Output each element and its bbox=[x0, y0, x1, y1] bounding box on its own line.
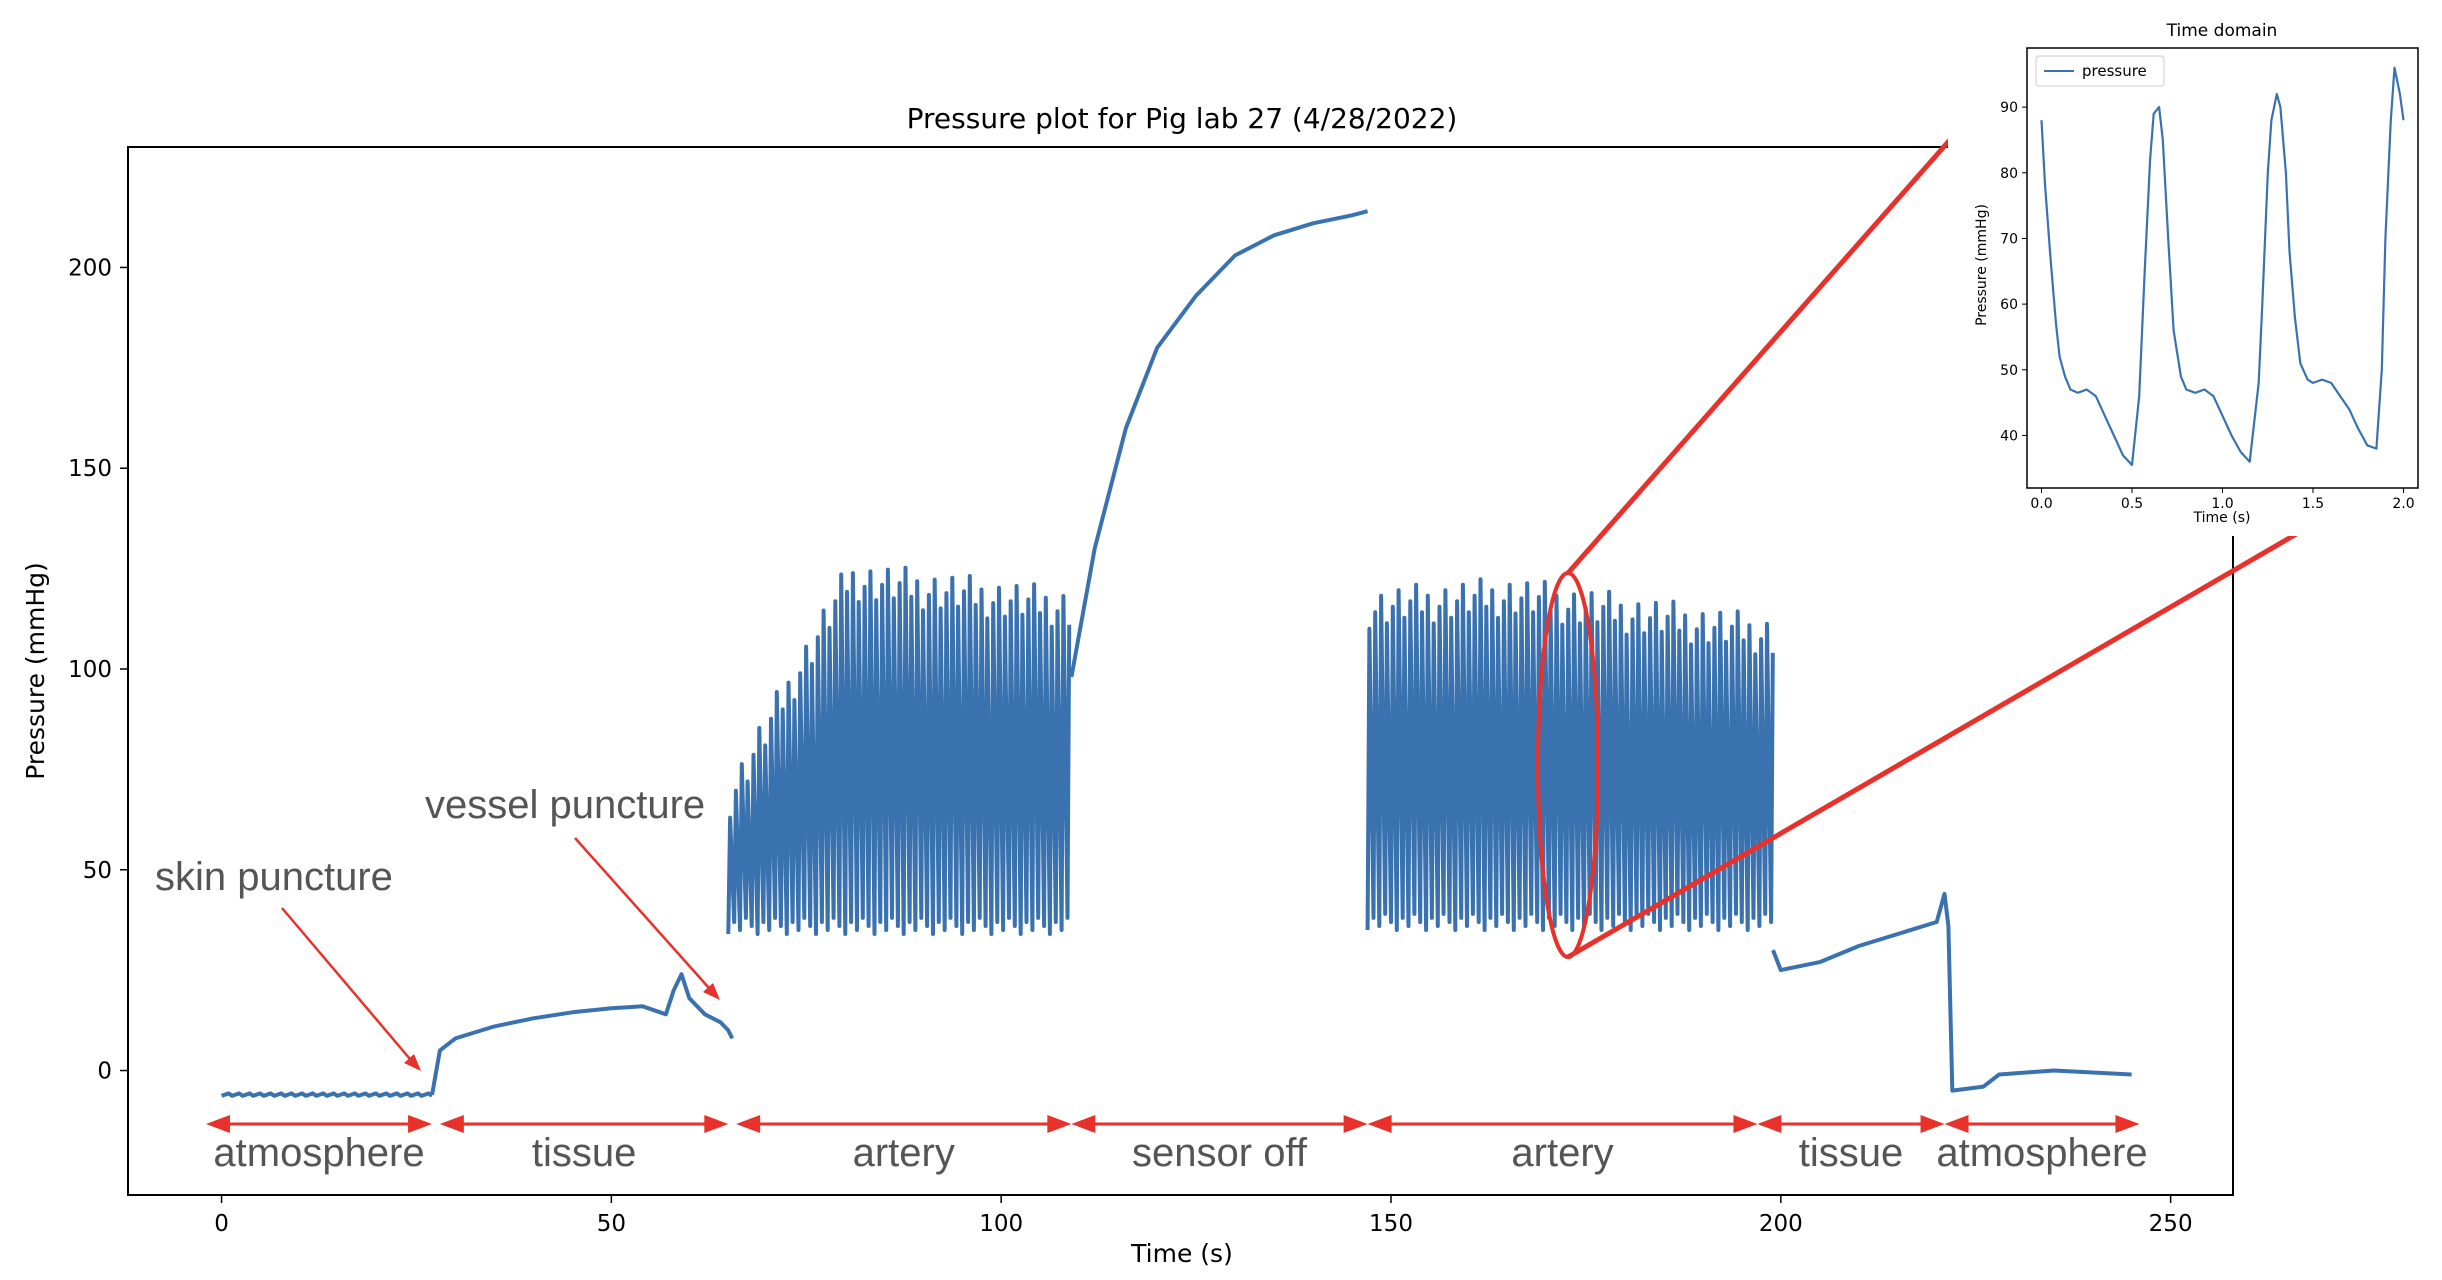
phase-arrowhead-left bbox=[1757, 1115, 1782, 1133]
main-axis-ticks: 0 50 100 150 200 250 0 50 100 150 200 bbox=[68, 255, 2192, 1237]
phase-label: artery bbox=[853, 1131, 955, 1175]
inset-background bbox=[1948, 16, 2438, 536]
skin-puncture-annotation: skin puncture bbox=[155, 855, 393, 899]
phase-arrowhead-right bbox=[2115, 1115, 2140, 1133]
phase-arrowhead-left bbox=[205, 1115, 230, 1133]
y-tick-label: 0 bbox=[97, 1059, 112, 1085]
inset-y-tick-label: 50 bbox=[2000, 363, 2018, 379]
vessel-puncture-arrow-line bbox=[574, 837, 710, 989]
main-data-layer bbox=[220, 209, 2132, 1098]
main-chart: Pressure plot for Pig lab 27 (4/28/2022)… bbox=[21, 46, 2412, 1268]
phase-arrowhead-right bbox=[408, 1115, 433, 1133]
main-y-axis-label: Pressure (mmHg) bbox=[21, 562, 50, 780]
inset-y-tick-label: 40 bbox=[2000, 428, 2018, 444]
inset-plot-frame bbox=[2026, 47, 2419, 489]
main-series-segment-tissue bbox=[1771, 891, 1951, 973]
phase-arrowhead-left bbox=[439, 1115, 464, 1133]
main-series-segment-atmosphere bbox=[220, 1091, 434, 1098]
main-series-segment-artery bbox=[726, 565, 1072, 936]
inset-legend-box bbox=[2035, 55, 2165, 87]
x-tick-label: 0 bbox=[214, 1211, 229, 1237]
inset-legend: pressure bbox=[2035, 55, 2165, 87]
inset-data-layer bbox=[2040, 66, 2405, 467]
x-tick-label: 50 bbox=[597, 1211, 626, 1237]
main-plot-frame bbox=[127, 146, 2234, 1196]
inset-series-pressure bbox=[2040, 66, 2405, 467]
phase-arrowhead-right bbox=[1920, 1115, 1945, 1133]
phase-label: atmosphere bbox=[1936, 1131, 2147, 1175]
main-x-axis-label: Time (s) bbox=[1130, 1239, 1233, 1268]
phase-arrowhead-left bbox=[1944, 1115, 1969, 1133]
inset-chart: Time domain 0.0 0.5 1.0 1.5 2.0405060708090 … bbox=[1948, 16, 2438, 536]
y-tick-label: 50 bbox=[83, 858, 112, 884]
inset-legend-label: pressure bbox=[2082, 62, 2147, 80]
inset-y-axis-label: Pressure (mmHg) bbox=[1974, 204, 1990, 326]
y-tick-label: 150 bbox=[68, 456, 112, 482]
vessel-puncture-annotation: vessel puncture bbox=[425, 783, 705, 827]
skin-puncture-arrow-line bbox=[281, 907, 411, 1060]
inset-x-axis-label: Time (s) bbox=[2193, 510, 2251, 526]
main-series-segment-atmosphere bbox=[1946, 925, 2132, 1093]
main-series-segment-sensor-off bbox=[1069, 209, 1369, 678]
main-chart-title: Pressure plot for Pig lab 27 (4/28/2022) bbox=[907, 102, 1458, 135]
phase-label: atmosphere bbox=[213, 1131, 424, 1175]
inset-y-tick-label: 60 bbox=[2000, 297, 2018, 313]
phase-arrowhead-right bbox=[1047, 1115, 1072, 1133]
skin-puncture-arrowhead bbox=[404, 1054, 421, 1071]
inset-x-tick-label: 1.5 bbox=[2302, 496, 2324, 512]
x-tick-label: 250 bbox=[2149, 1211, 2193, 1237]
inset-axis-ticks: 0.0 0.5 1.0 1.5 2.0 40 50 60 70 80 90 bbox=[2000, 100, 2414, 512]
main-series-segment-tissue bbox=[430, 972, 734, 1095]
zoom-line-bottom bbox=[1566, 465, 2412, 960]
y-tick-label: 100 bbox=[68, 657, 112, 683]
phase-arrowhead-left bbox=[1367, 1115, 1392, 1133]
inset-x-tick-label: 0.5 bbox=[2121, 496, 2143, 512]
y-tick-label: 200 bbox=[68, 255, 112, 281]
phase-arrowhead-right bbox=[1733, 1115, 1758, 1133]
vessel-puncture-arrowhead bbox=[703, 983, 720, 1000]
phase-arrowhead-right bbox=[1343, 1115, 1368, 1133]
x-tick-label: 100 bbox=[979, 1211, 1023, 1237]
inset-y-tick-label: 90 bbox=[2000, 100, 2018, 116]
inset-x-tick-label: 2.0 bbox=[2392, 496, 2414, 512]
inset-x-tick-label: 1.0 bbox=[2211, 496, 2233, 512]
inset-title: Time domain bbox=[2166, 21, 2278, 41]
inset-y-tick-label: 80 bbox=[2000, 166, 2018, 182]
phase-label: artery bbox=[1511, 1131, 1613, 1175]
x-tick-label: 150 bbox=[1369, 1211, 1413, 1237]
phase-label: tissue bbox=[532, 1131, 637, 1175]
phase-arrowhead-left bbox=[1071, 1115, 1096, 1133]
phase-arrowhead-left bbox=[736, 1115, 761, 1133]
main-series-segment-artery bbox=[1365, 577, 1775, 932]
inset-x-tick-label: 0.0 bbox=[2030, 496, 2052, 512]
x-tick-label: 200 bbox=[1759, 1211, 1803, 1237]
phase-spans: atmosphere tissue artery sensor off artery ti… bbox=[205, 1115, 2148, 1175]
phase-label: sensor off bbox=[1132, 1131, 1308, 1175]
phase-arrowhead-right bbox=[704, 1115, 729, 1133]
main-plot-area: 0 50 100 150 200 250 0 50 100 150 200 bbox=[68, 146, 2234, 1237]
inset-y-tick-label: 70 bbox=[2000, 231, 2018, 247]
phase-label: tissue bbox=[1799, 1131, 1904, 1175]
